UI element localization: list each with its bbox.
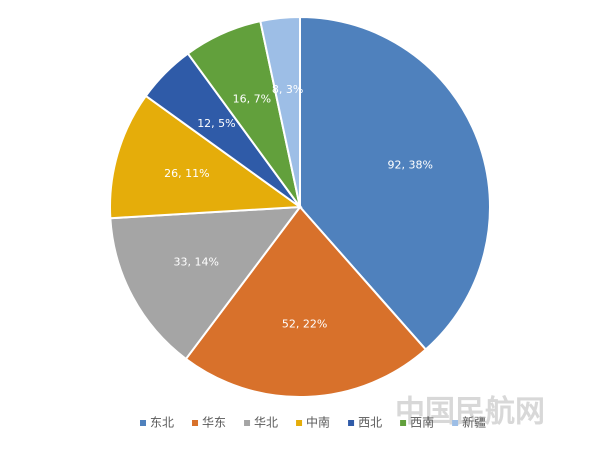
legend-label: 华北 xyxy=(254,416,278,430)
data-label: 52, 22% xyxy=(282,318,327,331)
legend-marker xyxy=(452,420,459,426)
legend-label: 西北 xyxy=(358,416,382,430)
legend-label: 西南 xyxy=(410,415,434,430)
legend-label: 华东 xyxy=(202,416,226,430)
pie-slice xyxy=(109,94,303,220)
watermark: 中国民航网 xyxy=(395,395,545,430)
pie-slice xyxy=(259,15,301,208)
pie-slice xyxy=(299,15,491,351)
data-label: 12, 5% xyxy=(197,117,235,130)
legend-label: 新疆 xyxy=(462,415,486,430)
legend-marker xyxy=(400,420,407,426)
pie-slice xyxy=(184,205,428,398)
legend-marker xyxy=(296,420,303,426)
pie-slice xyxy=(109,205,303,361)
legend-marker xyxy=(192,420,199,426)
data-label: 8, 3% xyxy=(272,83,303,96)
legend-label: 中南 xyxy=(306,415,330,430)
legend-label: 东北 xyxy=(150,416,174,430)
legend-marker xyxy=(140,420,146,426)
data-label: 16, 7% xyxy=(233,92,271,105)
data-label: 92, 38% xyxy=(387,158,432,171)
legend-marker xyxy=(348,420,355,426)
data-label: 26, 11% xyxy=(164,167,209,180)
data-label: 33, 14% xyxy=(173,256,218,269)
legend-marker xyxy=(244,420,251,426)
